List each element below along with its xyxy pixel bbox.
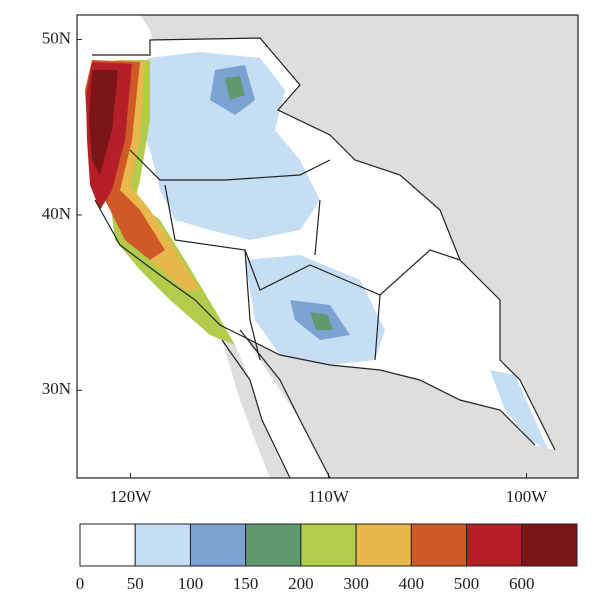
- region-border: [94, 199, 536, 446]
- y-tick-label: 50N: [42, 28, 71, 47]
- blob-green: [225, 76, 245, 100]
- blob-yellow: [110, 60, 235, 345]
- blob-green: [310, 312, 333, 330]
- x-tick-label: 110W: [308, 487, 350, 506]
- colorbar-label: 300: [343, 574, 369, 593]
- colorbar-box: [466, 523, 523, 567]
- colorbar-box: [134, 523, 191, 567]
- colorbar-label: 600: [509, 574, 535, 593]
- baja: [222, 340, 290, 478]
- colorbar-label: 100: [178, 574, 204, 593]
- colorbar-label: 500: [454, 574, 480, 593]
- colorbar-box: [245, 523, 302, 567]
- x-tick-label: 120W: [110, 487, 153, 506]
- blob-light: [490, 370, 548, 450]
- x-tick-label: 100W: [506, 487, 549, 506]
- region-border: [92, 37, 556, 451]
- colorbar-label: 150: [233, 574, 259, 593]
- colorbar-box: [79, 523, 136, 567]
- colorbar-box: [521, 523, 578, 567]
- colorbar-box: [410, 523, 468, 567]
- colorbar-label: 50: [127, 574, 144, 593]
- map-frame: [76, 14, 579, 479]
- colorbar-box: [300, 523, 357, 567]
- blob-light: [135, 52, 320, 240]
- colorbar-label: 400: [399, 574, 425, 593]
- coast: [221, 329, 331, 479]
- blob-darkred: [89, 70, 118, 175]
- y-tick-label: 40N: [42, 204, 71, 223]
- colorbar-label: 200: [288, 574, 314, 593]
- colorbar-label: 0: [76, 574, 85, 593]
- y-tick-label: 30N: [42, 379, 71, 398]
- colorbar-box: [355, 523, 412, 567]
- map-panel: [76, 14, 579, 479]
- basin-border: [129, 149, 461, 361]
- colorbar-box: [189, 523, 247, 567]
